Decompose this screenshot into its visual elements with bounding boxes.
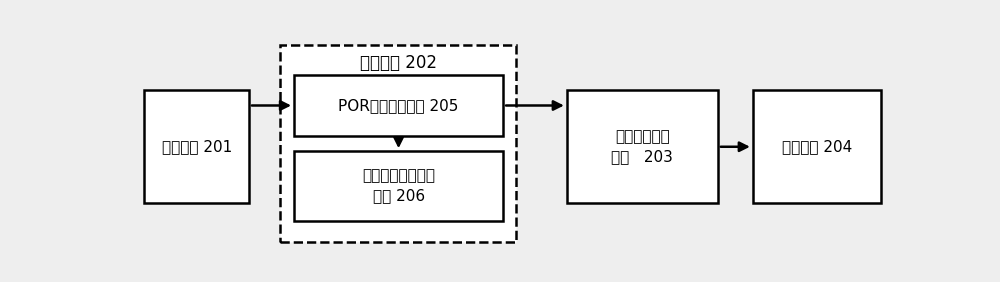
Bar [567,90,718,203]
Text: 光线模型产生
单元   203: 光线模型产生 单元 203 [611,129,673,164]
Bar [144,90,249,203]
Text: 拍摄单元 201: 拍摄单元 201 [162,139,232,154]
Text: POR像素提取单元 205: POR像素提取单元 205 [338,98,459,113]
Bar [294,151,503,221]
Text: 标定单元 202: 标定单元 202 [360,54,437,72]
Bar [753,90,881,203]
Text: 透镜阵列姿态标定
单元 206: 透镜阵列姿态标定 单元 206 [362,168,435,203]
Bar [294,75,503,136]
Bar [280,45,516,242]
Text: 渲染单元 204: 渲染单元 204 [782,139,852,154]
